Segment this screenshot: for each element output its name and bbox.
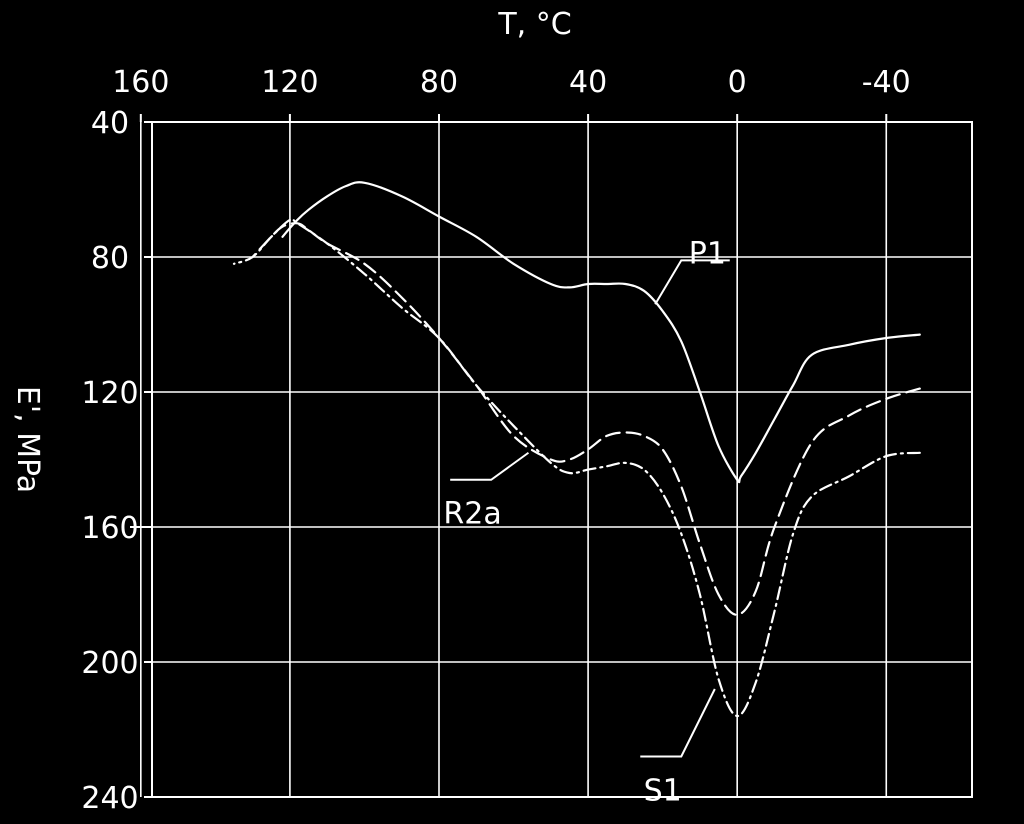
series-line-s1 bbox=[232, 217, 921, 718]
annotation-leader-p1 bbox=[654, 259, 730, 305]
axis-titles: T, °C E', MPa bbox=[10, 7, 572, 493]
x-tick-label: 40 bbox=[569, 65, 607, 100]
y-tick-label: 120 bbox=[81, 376, 138, 411]
y-tick-label: 240 bbox=[81, 781, 138, 816]
annotations: P1 R2a S1 bbox=[443, 237, 730, 808]
x-tick-label: 160 bbox=[112, 65, 169, 100]
y-tick-label: 80 bbox=[91, 241, 129, 276]
x-tick-label: 80 bbox=[420, 65, 458, 100]
x-tick-label: 0 bbox=[728, 65, 747, 100]
y-axis-title: E', MPa bbox=[10, 386, 45, 493]
tick-labels: -40 0 40 80 120 160 40 80 120 160 200 240 bbox=[81, 65, 910, 816]
mirrored-plot-group: P1 R2a S1 -40 0 40 80 120 160 40 80 120 160 200 240 T… bbox=[10, 7, 973, 816]
y-tick-label: 40 bbox=[91, 106, 129, 141]
y-tick-label: 200 bbox=[81, 646, 138, 681]
y-tick-label: 160 bbox=[81, 511, 138, 546]
series-label-p1: P1 bbox=[689, 237, 726, 272]
x-tick-label: -40 bbox=[862, 65, 911, 100]
annotation-leader-r2a bbox=[450, 451, 530, 481]
series-line-r2a bbox=[251, 222, 921, 616]
x-axis-title: T, °C bbox=[497, 7, 571, 42]
series-line-p1 bbox=[281, 181, 921, 484]
annotation-leader-s1 bbox=[640, 688, 716, 758]
series-label-s1: S1 bbox=[644, 773, 682, 808]
x-tick-label: 120 bbox=[261, 65, 318, 100]
grid bbox=[130, 114, 973, 798]
series-label-r2a: R2a bbox=[443, 497, 501, 532]
series-layer bbox=[232, 181, 921, 718]
